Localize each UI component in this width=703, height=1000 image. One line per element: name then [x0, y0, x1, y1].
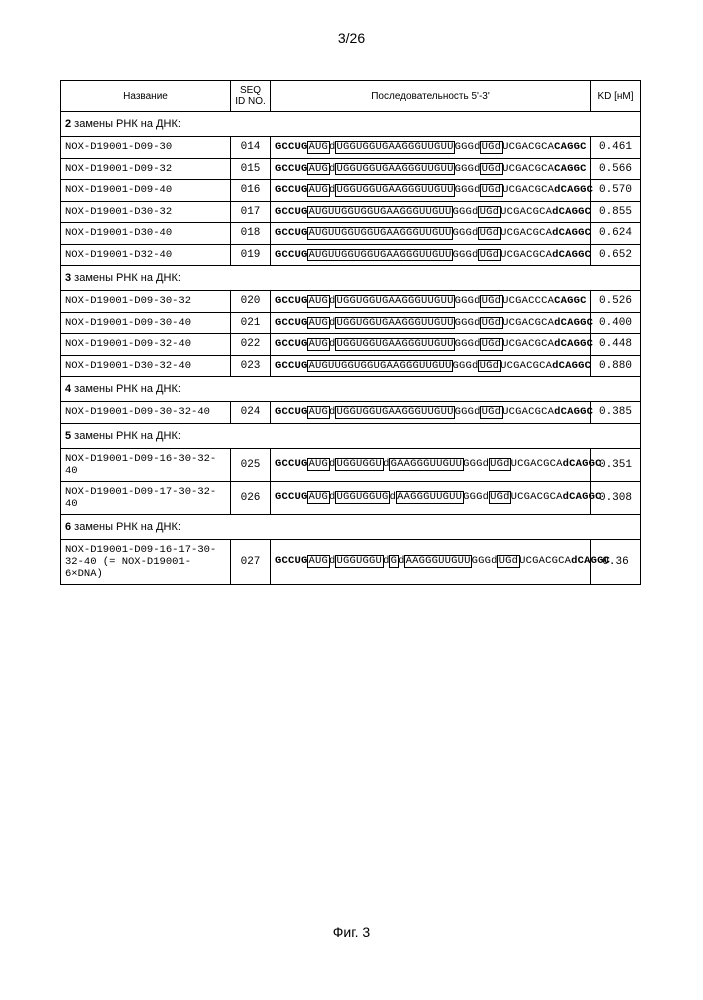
cell-sequence: GCCUGAUGdUGGUGGUGAAGGGUUGUUGGGdUGdUCGACG…	[271, 158, 591, 180]
cell-name: NOX-D19001-D09-30	[61, 137, 231, 159]
table-row: NOX-D19001-D30-32-40023GCCUGAUGUUGGUGGUG…	[61, 355, 641, 377]
cell-kd: 0.566	[591, 158, 641, 180]
section-row: 2 замены РНК на ДНК:	[61, 112, 641, 137]
cell-seqid: 021	[231, 312, 271, 334]
cell-sequence: GCCUGAUGdUGGUGGUGAAGGGUUGUUGGGdUGdUCGACC…	[271, 291, 591, 313]
cell-kd: 0.400	[591, 312, 641, 334]
sequence-table: Название SEQ ID NO. Последовательность 5…	[60, 80, 641, 585]
table-row: NOX-D19001-D09-30-32-40024GCCUGAUGdUGGUG…	[61, 402, 641, 424]
section-label: 5 замены РНК на ДНК:	[61, 423, 641, 448]
table-row: NOX-D19001-D09-16-17-30-32-40 (= NOX-D19…	[61, 539, 641, 584]
cell-seqid: 027	[231, 539, 271, 584]
cell-sequence: GCCUGAUGUUGGUGGUGAAGGGUUGUUGGGdUGdUCGACG…	[271, 355, 591, 377]
section-label: 6 замены РНК на ДНК:	[61, 514, 641, 539]
table-container: Название SEQ ID NO. Последовательность 5…	[60, 80, 640, 585]
table-row: NOX-D19001-D09-30-32020GCCUGAUGdUGGUGGUG…	[61, 291, 641, 313]
cell-sequence: GCCUGAUGUUGGUGGUGAAGGGUUGUUGGGdUGdUCGACG…	[271, 223, 591, 245]
page-number: 3/26	[0, 30, 703, 46]
table-row: NOX-D19001-D30-40018GCCUGAUGUUGGUGGUGAAG…	[61, 223, 641, 245]
section-row: 3 замены РНК на ДНК:	[61, 266, 641, 291]
cell-kd: 0.448	[591, 334, 641, 356]
table-row: NOX-D19001-D09-40016GCCUGAUGdUGGUGGUGAAG…	[61, 180, 641, 202]
cell-seqid: 018	[231, 223, 271, 245]
header-kd: KD [нM]	[591, 81, 641, 112]
cell-seqid: 019	[231, 244, 271, 266]
cell-seqid: 025	[231, 448, 271, 481]
table-row: NOX-D19001-D09-32015GCCUGAUGdUGGUGGUGAAG…	[61, 158, 641, 180]
cell-kd: 0.855	[591, 201, 641, 223]
section-label: 4 замены РНК на ДНК:	[61, 377, 641, 402]
cell-sequence: GCCUGAUGUUGGUGGUGAAGGGUUGUUGGGdUGdUCGACG…	[271, 244, 591, 266]
cell-sequence: GCCUGAUGdUGGUGGUGdAAGGGUUGUUGGGdUGdUCGAC…	[271, 481, 591, 514]
table-header-row: Название SEQ ID NO. Последовательность 5…	[61, 81, 641, 112]
cell-seqid: 022	[231, 334, 271, 356]
figure-label: Фиг. 3	[0, 924, 703, 940]
cell-name: NOX-D19001-D09-16-17-30-32-40 (= NOX-D19…	[61, 539, 231, 584]
cell-seqid: 014	[231, 137, 271, 159]
cell-kd: 0.385	[591, 402, 641, 424]
cell-kd: 0.308	[591, 481, 641, 514]
cell-sequence: GCCUGAUGdUGGUGGUdGAAGGGUUGUUGGGdUGdUCGAC…	[271, 448, 591, 481]
table-row: NOX-D19001-D09-30014GCCUGAUGdUGGUGGUGAAG…	[61, 137, 641, 159]
section-label: 2 замены РНК на ДНК:	[61, 112, 641, 137]
cell-kd: 0.351	[591, 448, 641, 481]
cell-sequence: GCCUGAUGdUGGUGGUGAAGGGUUGUUGGGdUGdUCGACG…	[271, 312, 591, 334]
cell-name: NOX-D19001-D09-30-32-40	[61, 402, 231, 424]
cell-seqid: 016	[231, 180, 271, 202]
section-row: 5 замены РНК на ДНК:	[61, 423, 641, 448]
cell-kd: 0.880	[591, 355, 641, 377]
cell-seqid: 023	[231, 355, 271, 377]
cell-seqid: 020	[231, 291, 271, 313]
cell-kd: 0.526	[591, 291, 641, 313]
header-seqid: SEQ ID NO.	[231, 81, 271, 112]
cell-kd: 0.461	[591, 137, 641, 159]
cell-seqid: 024	[231, 402, 271, 424]
cell-name: NOX-D19001-D30-40	[61, 223, 231, 245]
section-label: 3 замены РНК на ДНК:	[61, 266, 641, 291]
cell-name: NOX-D19001-D09-32-40	[61, 334, 231, 356]
table-row: NOX-D19001-D09-30-40021GCCUGAUGdUGGUGGUG…	[61, 312, 641, 334]
table-row: NOX-D19001-D09-32-40022GCCUGAUGdUGGUGGUG…	[61, 334, 641, 356]
table-row: NOX-D19001-D09-16-30-32-40025GCCUGAUGdUG…	[61, 448, 641, 481]
cell-sequence: GCCUGAUGdUGGUGGUdGdAAGGGUUGUUGGGdUGdUCGA…	[271, 539, 591, 584]
cell-sequence: GCCUGAUGUUGGUGGUGAAGGGUUGUUGGGdUGdUCGACG…	[271, 201, 591, 223]
cell-sequence: GCCUGAUGdUGGUGGUGAAGGGUUGUUGGGdUGdUCGACG…	[271, 137, 591, 159]
cell-name: NOX-D19001-D30-32-40	[61, 355, 231, 377]
cell-name: NOX-D19001-D32-40	[61, 244, 231, 266]
cell-kd: 0.570	[591, 180, 641, 202]
cell-name: NOX-D19001-D09-17-30-32-40	[61, 481, 231, 514]
cell-sequence: GCCUGAUGdUGGUGGUGAAGGGUUGUUGGGdUGdUCGACG…	[271, 334, 591, 356]
cell-name: NOX-D19001-D09-30-32	[61, 291, 231, 313]
cell-sequence: GCCUGAUGdUGGUGGUGAAGGGUUGUUGGGdUGdUCGACG…	[271, 180, 591, 202]
section-row: 6 замены РНК на ДНК:	[61, 514, 641, 539]
section-row: 4 замены РНК на ДНК:	[61, 377, 641, 402]
cell-name: NOX-D19001-D09-30-40	[61, 312, 231, 334]
cell-kd: 0.652	[591, 244, 641, 266]
header-seq: Последовательность 5'-3'	[271, 81, 591, 112]
cell-seqid: 017	[231, 201, 271, 223]
cell-name: NOX-D19001-D30-32	[61, 201, 231, 223]
cell-name: NOX-D19001-D09-32	[61, 158, 231, 180]
cell-kd: 0.624	[591, 223, 641, 245]
cell-seqid: 015	[231, 158, 271, 180]
cell-sequence: GCCUGAUGdUGGUGGUGAAGGGUUGUUGGGdUGdUCGACG…	[271, 402, 591, 424]
header-name: Название	[61, 81, 231, 112]
table-row: NOX-D19001-D09-17-30-32-40026GCCUGAUGdUG…	[61, 481, 641, 514]
cell-name: NOX-D19001-D09-40	[61, 180, 231, 202]
cell-seqid: 026	[231, 481, 271, 514]
table-row: NOX-D19001-D32-40019GCCUGAUGUUGGUGGUGAAG…	[61, 244, 641, 266]
cell-name: NOX-D19001-D09-16-30-32-40	[61, 448, 231, 481]
table-row: NOX-D19001-D30-32017GCCUGAUGUUGGUGGUGAAG…	[61, 201, 641, 223]
